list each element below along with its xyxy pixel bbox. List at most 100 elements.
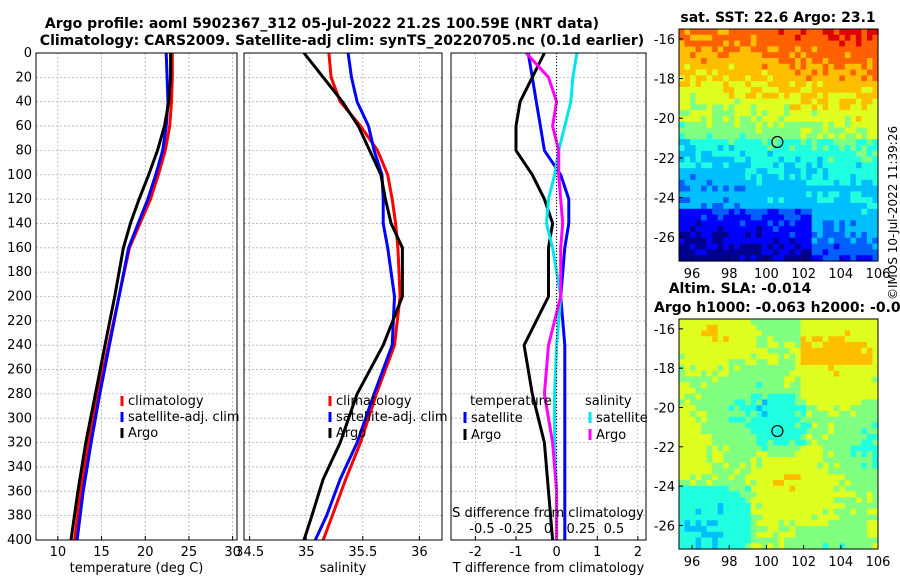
sst_map-cell [745,63,752,71]
sla_map-cell [750,451,757,458]
sst_map-cell [855,145,863,152]
sla_map-cell [817,508,824,516]
sst_map-cell [679,197,686,204]
sst_map-panel: 96 98 100 102 104 106-16-18-20-22-24-26 [654,28,890,282]
sst_map-cell [844,92,851,100]
sst_map-cell [800,127,807,134]
sst_map-cell [706,40,713,47]
sst_map-cell [734,197,741,204]
sla_map-cell [800,411,807,418]
sst_map-cell [684,208,691,216]
sst_map-cell [728,197,735,204]
sla_map-cell [839,439,846,447]
sst_map-cell [679,203,686,210]
sst_map-cell [800,237,807,245]
sla_map-cell [795,405,802,412]
sst_map-cell [828,249,835,256]
sst_map-cell [839,127,846,134]
sst_map-cell [756,226,763,233]
sla_map-cell [712,537,719,544]
sla_map-cell [767,520,774,527]
sst_map-cell [800,121,807,129]
sst_map-cell [828,127,835,134]
sla_map-ytick-label: -22 [654,441,675,456]
sst_map-cell [811,185,818,192]
sla_map-cell [717,428,724,435]
sla_map-cell [684,370,691,378]
sst_map-cell [833,232,840,239]
sst_map-cell [772,98,780,105]
sst_map-cell [822,133,829,140]
sst_map-cell [723,40,730,47]
sla_map-cell [800,365,807,372]
sla_map-cell [767,543,774,550]
sla_map-cell [690,365,697,372]
sla_map-ytick-label: -18 [654,362,675,377]
sla_map-cell [789,416,796,424]
sla_map-cell [756,428,763,435]
sla_map-cell [767,416,774,424]
sla_map-cell [767,503,774,510]
sst_map-cell [772,150,780,158]
sst_map-cell [822,150,829,158]
sst_map-cell [723,162,730,169]
sla_map-cell [767,336,774,343]
sst_map-cell [712,220,719,227]
sla_map-cell [728,405,735,412]
sla_map-cell [789,508,796,516]
sst_map-cell [795,191,802,198]
sla_map-cell [750,336,757,343]
sla_map-cell [745,474,752,481]
sst_map-cell [712,232,719,239]
sst_map-cell [784,243,791,250]
sst_map-cell [833,162,840,169]
sla_map-cell [833,342,840,349]
sla_map-cell [761,526,769,533]
sst_map-cell [795,104,802,111]
sla_map-cell [778,537,785,544]
sst_map-cell [761,87,769,94]
sla_map-cell [695,468,702,475]
sst_map-cell [734,75,741,82]
sla_map-cell [756,468,763,475]
sla_map-cell [767,531,774,539]
sla_map-cell [684,336,691,343]
sla_map-cell [756,457,763,464]
sla_map-cell [784,411,791,418]
sla_map-cell [695,445,702,452]
sla_map-cell [706,342,713,349]
sla_map-cell [861,365,868,372]
sst_map-cell [828,191,835,198]
sst_map-cell [712,185,719,192]
sst_map-cell [679,150,686,158]
sla_map-cell [739,462,746,470]
temperature-panel: 10 15 20 25 30020406080100120140160180200220… [7,46,241,576]
sla_map-cell [706,376,713,383]
sst_map-cell [822,116,829,123]
sst_map-cell [745,174,752,181]
sst_map-cell [795,127,802,134]
sla_map-cell [695,376,702,383]
sst_map-cell [833,40,840,47]
sst_map-cell [728,249,735,256]
sla_map-cell [800,474,807,481]
sst_map-cell [817,197,824,204]
sst_map-cell [690,162,697,169]
sla_map-cell [828,468,835,475]
sst_map-cell [861,98,868,105]
sst_map-cell [861,58,868,65]
sst_map-cell [734,69,741,76]
sst_map-cell [772,139,780,146]
sla_map-cell [739,324,746,332]
sst_map-cell [717,145,724,152]
sst_map-cell [684,232,691,239]
sla_map-cell [833,411,840,418]
sst_map-cell [855,127,863,134]
sst_map-cell [795,98,802,105]
sla_map-cell [767,376,774,383]
sla_map-cell [745,445,752,452]
sst_map-cell [789,139,796,146]
sst_map-cell [861,92,868,100]
sla_map-cell [778,359,785,366]
